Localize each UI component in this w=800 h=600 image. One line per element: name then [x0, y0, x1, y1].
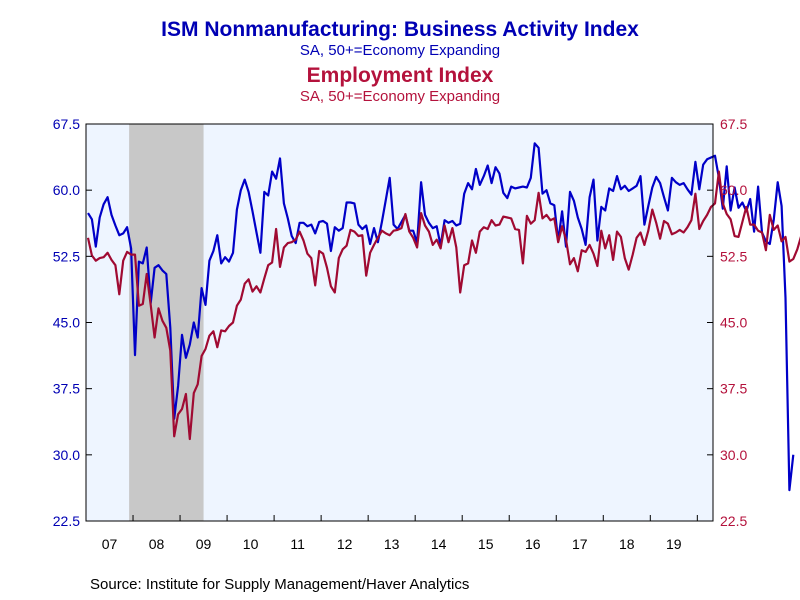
y-right-tick-label: 52.5: [720, 248, 747, 264]
y-left-tick-label: 30.0: [53, 447, 80, 463]
y-left-tick-label: 60.0: [53, 182, 80, 198]
x-tick-label: 13: [384, 536, 400, 552]
y-right-tick-label: 45.0: [720, 315, 747, 331]
y-right-tick-label: 37.5: [720, 381, 747, 397]
y-right-tick-label: 67.5: [720, 116, 747, 132]
x-tick-label: 11: [290, 536, 305, 552]
source-note: Source: Institute for Supply Management/…: [90, 576, 470, 593]
y-left-tick-label: 52.5: [53, 248, 80, 264]
y-right-tick-label: 22.5: [720, 513, 747, 529]
x-tick-label: 08: [149, 536, 165, 552]
x-tick-label: 17: [572, 536, 588, 552]
x-tick-label: 10: [243, 536, 259, 552]
chart-subtitle-business-activity: SA, 50+=Economy Expanding: [299, 42, 501, 59]
y-left-tick-label: 37.5: [53, 381, 80, 397]
x-tick-label: 09: [196, 536, 212, 552]
y-right-tick-label: 30.0: [720, 447, 747, 463]
y-left-tick-label: 67.5: [53, 116, 80, 132]
x-tick-label: 18: [619, 536, 635, 552]
x-tick-label: 07: [102, 536, 118, 552]
chart-title-employment: Employment Index: [306, 64, 494, 87]
recession-shade: [129, 124, 204, 521]
x-tick-label: 19: [666, 536, 682, 552]
series-line-employment: [86, 170, 800, 441]
x-tick-label: 16: [525, 536, 541, 552]
x-tick-label: 14: [431, 536, 447, 552]
y-left-tick-label: 22.5: [53, 513, 80, 529]
chart-title-business-activity: ISM Nonmanufacturing: Business Activity …: [161, 18, 639, 41]
y-left-tick-label: 45.0: [53, 315, 80, 331]
chart-subtitle-employment: SA, 50+=Economy Expanding: [299, 88, 501, 105]
x-tick-label: 12: [337, 536, 353, 552]
x-tick-label: 15: [478, 536, 494, 552]
y-right-tick-label: 60.0: [720, 182, 747, 198]
